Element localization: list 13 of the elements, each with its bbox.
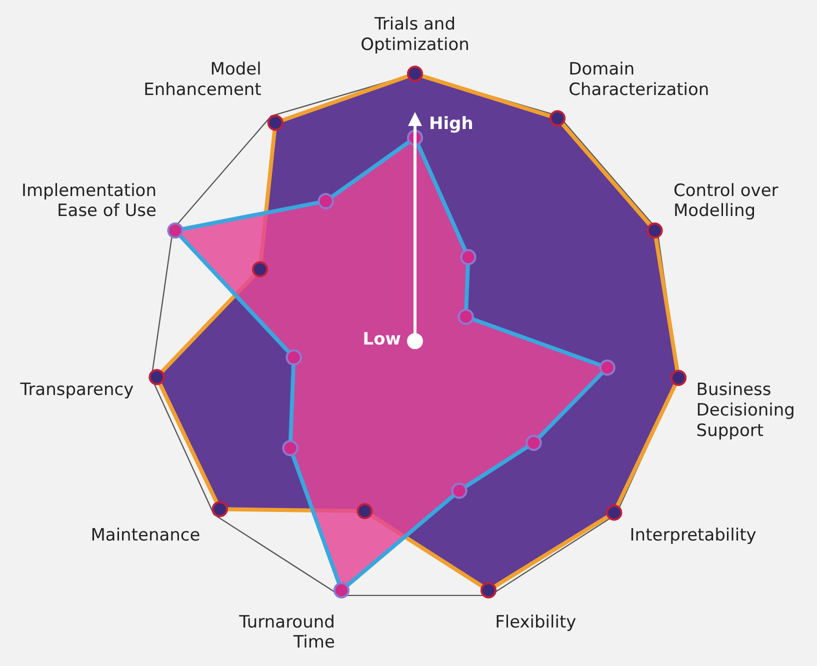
text: High — [429, 114, 474, 134]
spoke-label: Maintenance — [90, 526, 200, 546]
spoke-label: Interpretability — [630, 526, 756, 546]
text: Low — [362, 329, 402, 350]
spoke-label: Control over Modelling — [674, 180, 778, 222]
spoke-label: Implementation Ease of Use — [21, 180, 156, 222]
spoke-label: Turnaround Time — [238, 612, 335, 653]
spoke-label: Business Decisioning Support — [696, 380, 795, 441]
spoke-label: Flexibility — [495, 612, 576, 632]
spoke-label: Domain Characterization — [568, 60, 710, 100]
spoke-label: Transparency — [19, 380, 134, 400]
spoke-label: Trials and Optimization — [360, 14, 470, 56]
spoke-label: Model Enhancement — [144, 60, 262, 100]
